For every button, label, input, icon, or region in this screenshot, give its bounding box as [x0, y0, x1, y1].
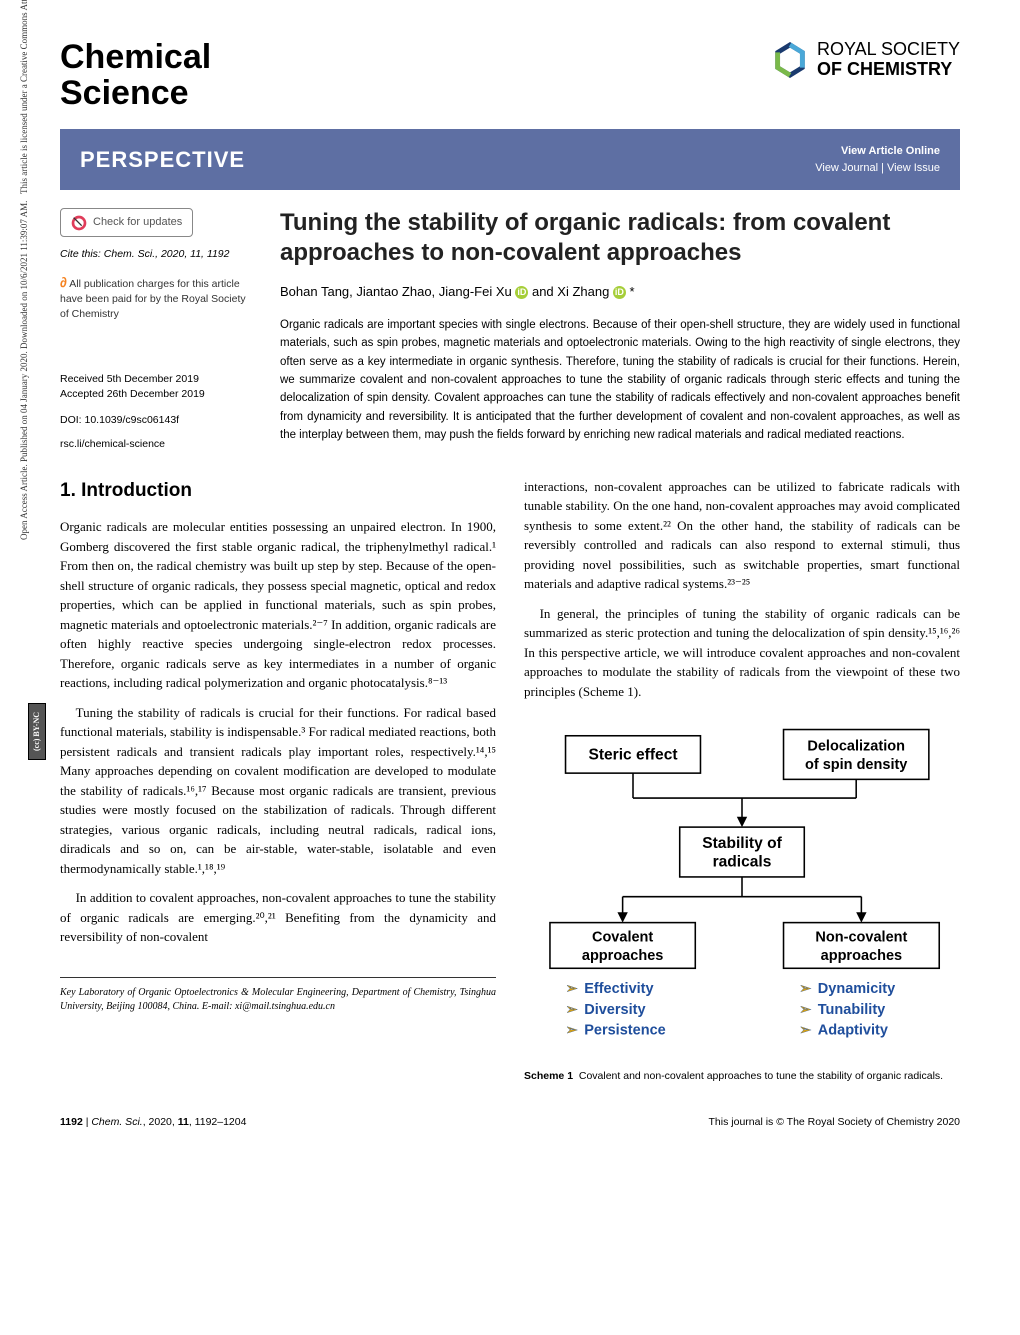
open-access-icon: ∂ — [60, 274, 67, 290]
article-title: Tuning the stability of organic radicals… — [280, 208, 960, 268]
svg-text:Non-covalent: Non-covalent — [815, 929, 907, 945]
svg-text:radicals: radicals — [713, 854, 772, 871]
page-footer: 1192 | Chem. Sci., 2020, 11, 1192–1204 T… — [60, 1113, 960, 1131]
svg-text:Adaptivity: Adaptivity — [818, 1023, 888, 1039]
journal-title: Chemical Science — [60, 40, 211, 111]
body-paragraph: In addition to covalent approaches, non-… — [60, 888, 496, 947]
body-paragraph: Tuning the stability of radicals is cruc… — [60, 703, 496, 879]
svg-text:➢: ➢ — [799, 1002, 811, 1018]
svg-text:➢: ➢ — [799, 1023, 811, 1039]
view-article-link[interactable]: View Article Online — [815, 143, 940, 160]
view-issue-link[interactable]: View Issue — [887, 162, 940, 174]
body-paragraph: In general, the principles of tuning the… — [524, 604, 960, 702]
scheme-1-figure: Steric effect Delocalization of spin den… — [524, 715, 960, 1085]
section-banner: PERSPECTIVE View Article Online View Jou… — [60, 129, 960, 190]
svg-text:Delocalization: Delocalization — [807, 738, 905, 754]
crossmark-icon — [71, 215, 87, 231]
svg-text:Dynamicity: Dynamicity — [818, 981, 895, 997]
svg-text:➢: ➢ — [566, 981, 578, 997]
svg-text:Tunability: Tunability — [818, 1002, 885, 1018]
article-dates: Received 5th December 2019 Accepted 26th… — [60, 372, 250, 404]
rsc-hexagon-icon — [771, 41, 809, 79]
svg-text:Diversity: Diversity — [584, 1002, 645, 1018]
svg-text:approaches: approaches — [821, 948, 902, 964]
section-heading-introduction: 1. Introduction — [60, 477, 496, 506]
svg-text:Effectivity: Effectivity — [584, 981, 653, 997]
body-paragraph: interactions, non-covalent approaches ca… — [524, 477, 960, 594]
check-updates-button[interactable]: Check for updates — [60, 208, 193, 237]
svg-text:of spin density: of spin density — [805, 757, 907, 773]
svg-text:approaches: approaches — [582, 948, 663, 964]
doi: DOI: 10.1039/c9sc06143f — [60, 413, 250, 429]
cc-badge: (cc) BY-NC — [28, 703, 46, 760]
open-access-note: ∂ All publication charges for this artic… — [60, 273, 250, 322]
svg-text:Stability of: Stability of — [702, 835, 782, 852]
footer-left: 1192 | Chem. Sci., 2020, 11, 1192–1204 — [60, 1115, 246, 1131]
svg-text:Covalent: Covalent — [592, 929, 653, 945]
affiliation: Key Laboratory of Organic Optoelectronic… — [60, 977, 496, 1014]
svg-text:Steric effect: Steric effect — [588, 747, 677, 764]
svg-text:➢: ➢ — [799, 981, 811, 997]
rsc-shortlink: rsc.li/chemical-science — [60, 437, 250, 453]
license-sidebar: Open Access Article. Published on 04 Jan… — [18, 0, 32, 540]
svg-text:➢: ➢ — [566, 1002, 578, 1018]
footer-right: This journal is © The Royal Society of C… — [709, 1115, 960, 1131]
abstract: Organic radicals are important species w… — [280, 316, 960, 445]
svg-text:Persistence: Persistence — [584, 1023, 666, 1039]
body-paragraph: Organic radicals are molecular entities … — [60, 517, 496, 693]
view-journal-link[interactable]: View Journal — [815, 162, 878, 174]
svg-text:➢: ➢ — [566, 1023, 578, 1039]
section-label: PERSPECTIVE — [80, 143, 245, 176]
authors: Bohan Tang, Jiantao Zhao, Jiang-Fei Xu i… — [280, 282, 960, 302]
publisher-logo: ROYAL SOCIETY OF CHEMISTRY — [771, 40, 960, 80]
cite-this: Cite this: Chem. Sci., 2020, 11, 1192 — [60, 247, 250, 263]
scheme-caption: Scheme 1 Covalent and non-covalent appro… — [524, 1069, 960, 1085]
